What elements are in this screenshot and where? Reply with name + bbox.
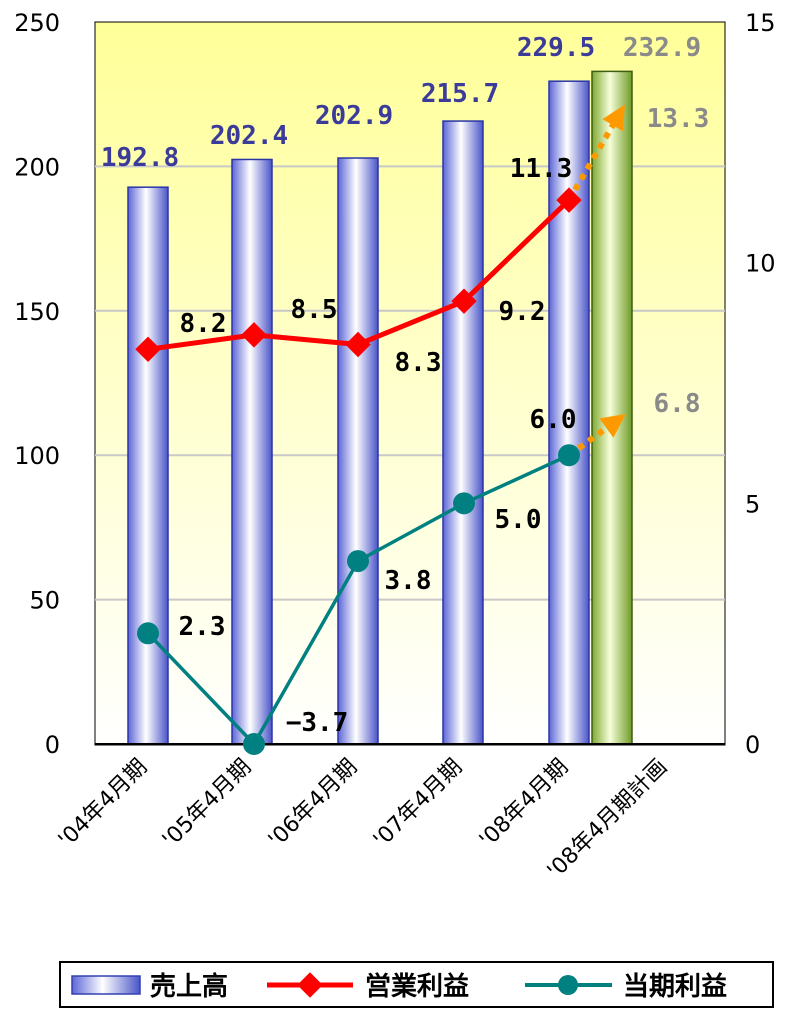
plan-arrow-net xyxy=(567,414,626,458)
data-label-operating: 8.5 xyxy=(291,295,338,325)
x-tick-category: '06年4月期 xyxy=(264,755,362,853)
legend-label-net: 当期利益 xyxy=(623,972,727,1002)
data-label-sales: 192.8 xyxy=(101,143,179,173)
axis-ticks: 0 50 100 150 200 250 0 5 10 15 xyxy=(14,9,775,759)
legend-net-marker xyxy=(558,975,578,995)
bar-sales xyxy=(231,158,273,745)
point-operating xyxy=(556,187,582,213)
data-label-operating: 11.3 xyxy=(510,154,573,184)
x-tick-category: '07年4月期 xyxy=(369,755,467,853)
y-tick-left: 100 xyxy=(14,442,60,470)
plan-arrow-operating xyxy=(566,104,625,202)
data-label-operating: 8.3 xyxy=(395,348,442,378)
y-tick-left: 150 xyxy=(14,298,60,326)
data-label-net: 5.0 xyxy=(495,505,542,535)
data-label-net: 6.8 xyxy=(654,389,701,419)
point-operating xyxy=(241,322,267,348)
y-tick-right: 5 xyxy=(745,490,760,518)
data-label-sales: 215.7 xyxy=(421,79,499,109)
data-label-sales: 202.9 xyxy=(315,101,393,131)
data-label-net: 3.8 xyxy=(385,566,432,596)
data-label-sales: 232.9 xyxy=(623,33,701,63)
point-operating xyxy=(451,288,477,314)
data-label-sales: 202.4 xyxy=(210,121,288,151)
y-tick-right: 10 xyxy=(745,250,776,278)
legend: 売上高 営業利益 当期利益 xyxy=(59,961,774,1008)
data-label-net: 6.0 xyxy=(530,405,577,435)
legend-box xyxy=(59,961,774,1008)
x-tick-category: '05年4月期 xyxy=(158,755,256,853)
point-net xyxy=(137,622,159,645)
data-label-net: −3.7 xyxy=(286,708,349,738)
y-tick-left: 50 xyxy=(29,587,60,615)
category-labels: '04年4月期 '05年4月期 '06年4月期 '07年4月期 '08年4月期'08年4… xyxy=(54,755,672,884)
bar-sales xyxy=(337,157,379,745)
data-label-operating: 13.3 xyxy=(647,104,710,134)
data-labels: 192.8 202.4 202.9 215.7 229.5 232.9 8.2 8.5 8.3 9… xyxy=(101,33,709,738)
y-tick-left: 250 xyxy=(14,9,60,37)
bar-sales-plan xyxy=(591,70,633,745)
legend-label-operating: 営業利益 xyxy=(365,972,469,1002)
x-tick-category: '04年4月期 xyxy=(54,755,152,853)
y-tick-left: 200 xyxy=(14,153,60,181)
legend-operating-marker xyxy=(297,972,323,998)
point-operating xyxy=(135,336,161,363)
legend-bar-swatch xyxy=(71,975,141,995)
y-tick-right: 0 xyxy=(745,731,760,759)
y-tick-right: 15 xyxy=(745,9,776,37)
point-net xyxy=(558,444,580,467)
data-label-operating: 8.2 xyxy=(180,309,227,339)
x-tick-category: '08年4月期 xyxy=(475,755,573,853)
point-net xyxy=(453,492,475,515)
bar-sales xyxy=(442,120,484,745)
bar-sales xyxy=(127,186,169,745)
data-label-operating: 9.2 xyxy=(499,297,546,327)
point-net xyxy=(243,733,265,755)
y-tick-left: 0 xyxy=(45,731,60,759)
point-operating xyxy=(345,331,371,358)
data-label-net: 2.3 xyxy=(179,612,226,642)
legend-label-sales: 売上高 xyxy=(150,971,228,1002)
lines xyxy=(135,104,626,755)
point-net xyxy=(347,550,369,573)
data-label-sales: 229.5 xyxy=(517,33,595,63)
